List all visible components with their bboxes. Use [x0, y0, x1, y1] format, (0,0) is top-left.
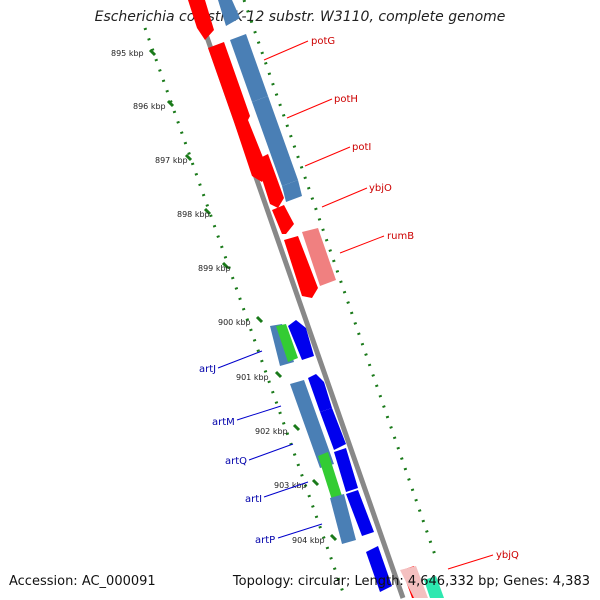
outer-ring: [242, 0, 438, 559]
gene-red-potI: [256, 154, 284, 208]
label-artP: artP: [255, 535, 275, 546]
tick-895: 895 kbp: [111, 49, 144, 58]
label-artJ: artJ: [199, 364, 216, 375]
label-artI: artI: [245, 494, 262, 505]
label-artQ: artQ: [225, 456, 247, 467]
gene-red-0: [188, 0, 214, 40]
gene-blue-next: [366, 546, 392, 592]
gene-red-rumB: [284, 236, 318, 298]
gene-red-potG: [208, 42, 250, 128]
right-leaders: [263, 40, 494, 570]
label-ybjO: ybjO: [369, 183, 392, 194]
gene-teal-next: [424, 576, 444, 598]
inner-ring: [143, 27, 347, 599]
label-potH: potH: [334, 94, 358, 105]
tick-899: 899 kbp: [198, 264, 231, 273]
gene-steel-artI: [330, 494, 356, 544]
tick-903: 903 kbp: [274, 481, 307, 490]
label-rumB: rumB: [387, 231, 414, 242]
gene-track: [188, 0, 444, 598]
label-ybjQ: ybjQ: [496, 550, 519, 561]
tick-901: 901 kbp: [236, 373, 269, 382]
gene-blue-artJ: [288, 320, 314, 360]
tick-897: 897 kbp: [155, 156, 188, 165]
accession-label: Accession: AC_000091: [9, 574, 156, 589]
gene-green-artQ: [318, 452, 342, 500]
gene-green-artJ: [276, 324, 298, 362]
tick-900: 900 kbp: [218, 318, 251, 327]
gene-blue-artI: [334, 448, 358, 492]
gene-pink-next: [400, 566, 428, 598]
gene-steel-potI: [282, 180, 302, 202]
gene-steel-artM: [290, 380, 334, 468]
topology-label: Topology: circular; Length: 4,646,332 bp…: [232, 574, 590, 589]
gene-red-ybjO: [272, 205, 294, 234]
right-labels: potG potH potI ybjO rumB ybjQ: [311, 36, 519, 561]
label-artM: artM: [212, 417, 235, 428]
gene-pink-rumB: [302, 228, 336, 286]
gene-blue-artQ: [320, 408, 346, 450]
gene-steel-potG: [230, 34, 268, 102]
left-leaders: [217, 350, 323, 539]
left-labels: artJ artM artQ artI artP: [199, 364, 275, 546]
tick-896: 896 kbp: [133, 102, 166, 111]
tick-902: 902 kbp: [255, 427, 288, 436]
gene-blue-artP: [346, 490, 374, 536]
gene-blue-artM: [308, 374, 332, 412]
gene-steel-potH: [252, 96, 298, 186]
tick-marks: [148, 48, 338, 542]
gene-steel-0: [218, 0, 240, 26]
tick-904: 904 kbp: [292, 536, 325, 545]
tick-898: 898 kbp: [177, 210, 210, 219]
tick-labels: 895 kbp 896 kbp 897 kbp 898 kbp 899 kbp …: [111, 49, 325, 545]
label-potI: potI: [352, 142, 371, 153]
label-potG: potG: [311, 36, 335, 47]
